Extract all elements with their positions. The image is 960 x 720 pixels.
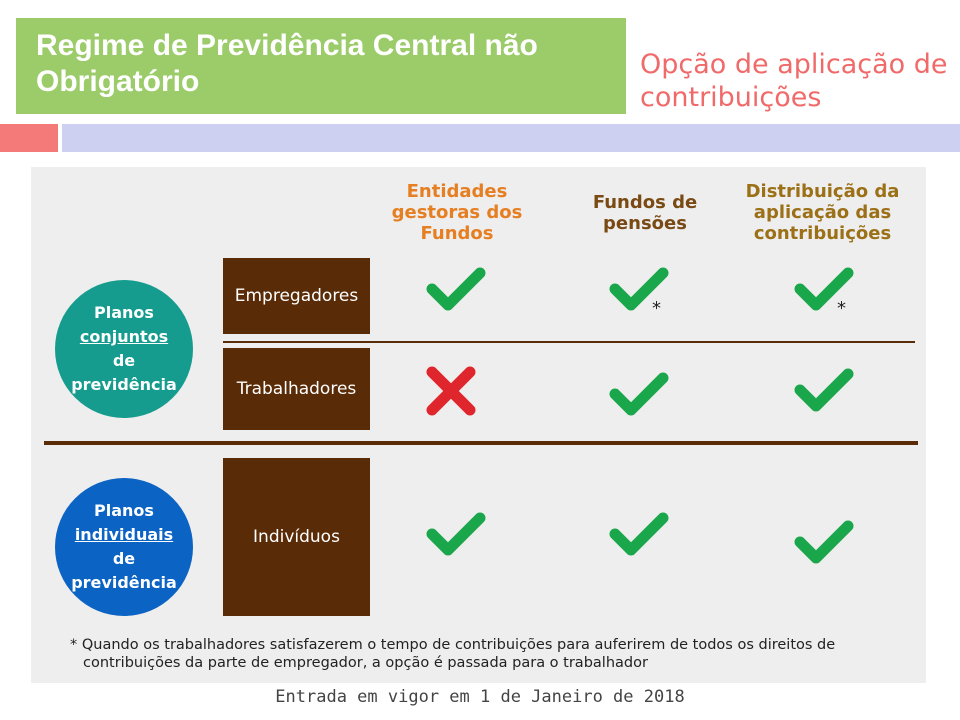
row-label-individuals: Indivíduos [223,458,370,616]
cross-icon [426,366,476,416]
content-panel [31,167,926,683]
check-icon [794,368,854,412]
check-icon [794,267,854,311]
joint-plans-circle: Planos conjuntos de previdência [55,280,193,418]
check-icon [426,512,486,556]
asterisk-note-marker: * [652,298,661,319]
row-label-workers: Trabalhadores [223,348,370,430]
individual-plans-line4: previdência [71,573,177,592]
check-icon [609,372,669,416]
row-label-employers: Empregadores [223,258,370,334]
joint-plans-line3: de [112,351,136,370]
footnote-line1: * Quando os trabalhadores satisfazerem o… [70,637,836,653]
check-icon [609,512,669,556]
individual-plans-line1: Planos [94,501,154,520]
individual-plans-line3: de [112,549,136,568]
row-divider [223,341,915,343]
accent-bar-red [0,124,58,152]
page-subtitle: Opção de aplicação de contribuições [640,49,948,113]
page-title: Regime de Previdência Central não Obriga… [36,29,538,98]
column-header-pension-funds: Fundos de pensões [592,192,698,234]
check-icon [794,520,854,564]
group-divider [44,441,918,445]
footnote: * Quando os trabalhadores satisfazerem o… [70,636,920,672]
column-header-distribution: Distribuição da aplicação das contribuiç… [745,181,900,244]
title-banner: Regime de Previdência Central não Obriga… [16,18,626,114]
individual-plans-circle: Planos individuais de previdência [55,478,193,616]
check-icon [426,267,486,311]
joint-plans-line1: Planos [94,303,154,322]
accent-bar-purple [62,124,960,152]
individual-plans-line2: individuais [74,525,174,544]
joint-plans-line2: conjuntos [79,327,169,346]
asterisk-note-marker: * [837,298,846,319]
effective-date: Entrada em vigor em 1 de Janeiro de 2018 [275,687,685,707]
joint-plans-line4: previdência [71,375,177,394]
column-header-fund-managers: Entidades gestoras dos Fundos [391,181,523,244]
footnote-line2: contribuições da parte de empregador, a … [83,655,648,671]
check-icon [609,267,669,311]
